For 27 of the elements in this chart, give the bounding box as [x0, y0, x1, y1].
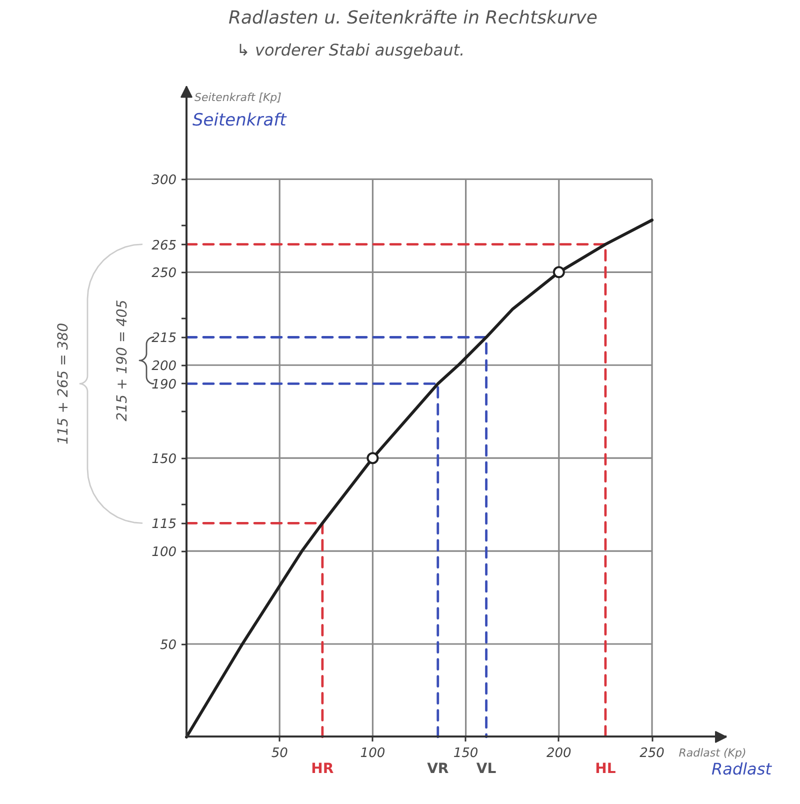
y-tick-label: 190 — [152, 378, 177, 393]
chart-subtitle: ↳ vorderer Stabi ausgebaut. — [236, 40, 465, 60]
annotation: Seitenkraft — [192, 110, 288, 130]
text: Radlast — [712, 759, 772, 778]
y-tick-label: 300 — [152, 173, 177, 188]
y-tick-label: 150 — [152, 452, 177, 468]
x-tick-label: 50 — [271, 746, 288, 761]
y-tick-label: 250 — [152, 266, 177, 282]
y-tick-label: 50 — [160, 638, 177, 654]
y-tick-label: 215 — [152, 331, 177, 346]
y-axis-title: Seitenkraft [Kp] — [194, 90, 282, 104]
chart-title: Radlasten u. Seitenkräfte in Rechtskurve — [228, 8, 598, 28]
y-tick-label: 115 — [152, 517, 177, 532]
annotation: VL — [476, 760, 496, 777]
x-tick-label: 150 — [453, 746, 478, 761]
y-tick-label: 265 — [152, 238, 177, 254]
x-tick-label: 250 — [640, 746, 664, 761]
y-tick-label: 100 — [152, 545, 177, 560]
x-axis-title: Radlast (Kp) — [678, 746, 746, 760]
annotation: HR — [311, 760, 334, 777]
y-tick-label: 200 — [152, 359, 177, 374]
text: 215 + 190 = 405 — [114, 300, 130, 422]
annotation: HL — [595, 760, 616, 777]
annotation: VR — [427, 760, 449, 777]
text: 115 + 265 = 380 — [56, 322, 72, 444]
x-tick-label: 100 — [360, 746, 386, 761]
x-tick-label: 200 — [546, 746, 572, 761]
